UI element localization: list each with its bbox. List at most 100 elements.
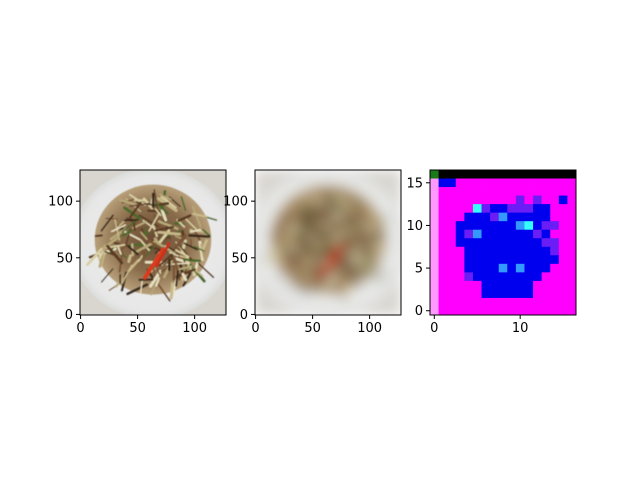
grid-cell [524,238,534,248]
grid-cell [455,255,465,265]
food-strand [358,258,376,263]
food-strand [353,265,368,271]
food-strand [281,244,299,265]
grid-cell [472,170,482,179]
grid-cell [567,195,577,205]
grid-cell [550,178,560,188]
grid-cell [490,229,500,239]
grid-cell [481,263,491,273]
red-pepper-strip [318,247,340,280]
x-tick-label: 0 [430,321,438,336]
grid-cell [507,246,517,256]
grid-cell [533,255,543,265]
grid-cell [481,212,491,222]
grid-cell [438,212,448,222]
food-strand [297,230,316,241]
grid-cell [490,170,500,179]
grid-cell [498,246,508,256]
food-strand [314,239,326,252]
food-strand [193,245,205,252]
grid-cell [567,289,577,299]
grid-cell [447,272,457,282]
grid-cell [481,204,491,214]
grid-cell [430,272,439,282]
grid-cell [481,306,491,316]
food-strand [368,245,380,252]
x-tick-label: 0 [76,321,84,336]
grid-cell [550,263,560,273]
food-strand [141,249,146,259]
grid-cell [447,221,457,231]
grid-cell [524,297,534,307]
grid-cell [507,263,517,273]
grid-cell [498,280,508,290]
grid-cell [550,221,560,231]
grid-cell [515,221,525,231]
grid-cell [438,170,448,179]
food-strand [364,228,377,233]
grid-cell [447,238,457,248]
grid-cell [498,238,508,248]
grid-cell [430,238,439,248]
food-strand [150,282,157,296]
grid-cell [438,221,448,231]
grid-cell [464,195,474,205]
grid-cell [524,195,534,205]
grid-cell [490,280,500,290]
grid-cell [438,187,448,196]
food-strand [332,220,354,231]
photo-frame [79,169,227,316]
grid-cell [430,195,439,205]
grid-cell [533,289,543,299]
segmentation-panel: 0 10 0 5 10 15 [406,169,577,336]
grid-cell [507,280,517,290]
grid-cell [533,170,543,179]
y-tick-label: 0 [415,304,423,319]
grid-cell [558,178,568,188]
blurred-photo-axes: 0 50 100 0 50 100 [223,195,382,336]
grid-cell [464,272,474,282]
grid-cell [481,178,491,188]
x-tick-label: 50 [129,321,146,336]
grid-cell [541,221,551,231]
food-strand [100,268,114,283]
food-strand [128,193,146,206]
food-strand [332,282,346,302]
food-strand [158,202,170,206]
grid-cell [438,178,448,188]
x-tick-label: 50 [304,321,321,336]
grid-cell [533,306,543,316]
grid-cell [481,221,491,231]
food-strand [313,214,335,228]
food-strand [177,214,192,223]
grid-cell [541,187,551,196]
grid-cell [550,297,560,307]
x-tick-label: 100 [182,321,207,336]
y-tick-label: 15 [406,176,423,191]
grid-cell [455,238,465,248]
grid-cell [515,297,525,307]
food-strand [334,193,347,201]
food-strand [202,228,211,237]
food-photo [80,170,226,315]
grid-cell [490,204,500,214]
food-strand [100,214,114,232]
grid-cell [550,255,560,265]
food-strand [329,208,337,217]
grid-cell [533,187,543,196]
food-strand [332,230,356,236]
food-strand [277,236,295,250]
grid-cell [472,289,482,299]
grid-cell [472,221,482,231]
grid-cell [430,306,439,316]
grid-cell [490,187,500,196]
grid-cell [541,178,551,188]
food-strand [273,244,281,268]
grid-cell [447,204,457,214]
food-strand [355,196,362,212]
food-strand [353,270,361,276]
grid-cell [533,280,543,290]
grid-cell [490,263,500,273]
grid-cell [430,212,439,222]
